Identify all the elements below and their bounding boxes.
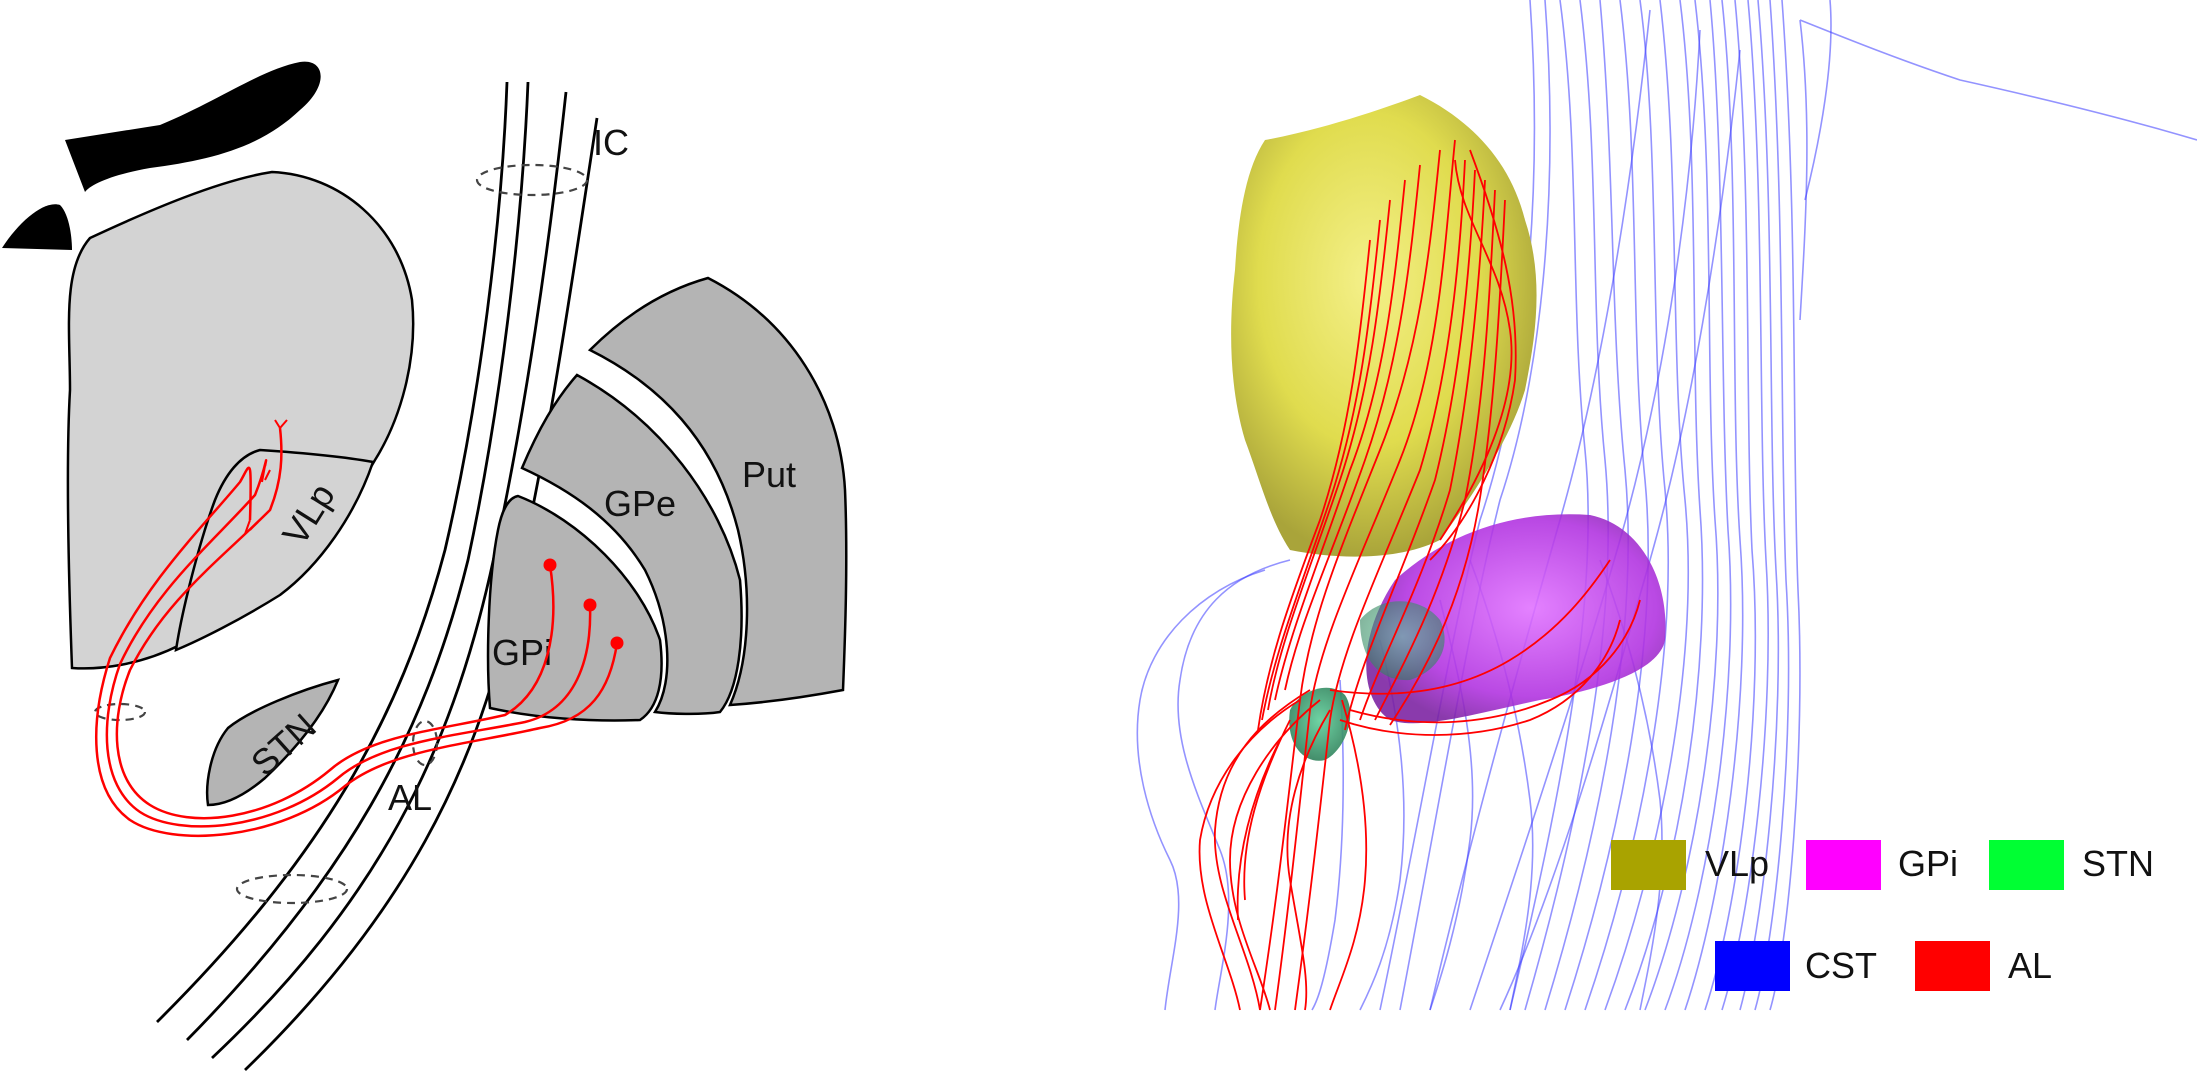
gpe-label: GPe	[604, 483, 676, 524]
legend-label-al: AL	[2008, 945, 2052, 986]
al-label: AL	[388, 777, 432, 818]
ventricle-left	[2, 204, 72, 250]
dashed-ellipses	[93, 163, 589, 905]
al-fiber-endings	[543, 558, 624, 650]
stn-surface	[1289, 687, 1351, 761]
putamen-nucleus	[587, 276, 848, 707]
gpe-nucleus	[520, 373, 743, 716]
ventricle-upper	[65, 61, 321, 193]
legend-item-cst: CST	[1715, 941, 1877, 991]
legend-item-vlp: VLp	[1611, 840, 1769, 890]
legend-label-gpi: GPi	[1898, 843, 1958, 884]
legend-item-stn: STN	[1989, 840, 2154, 890]
vlp-surface	[1231, 95, 1537, 557]
gpi-nucleus	[486, 494, 663, 722]
schematic-panel: VLp STN IC GPi GPe Put AL	[2, 61, 848, 1072]
putamen-label: Put	[742, 454, 796, 495]
legend-label-cst: CST	[1805, 945, 1877, 986]
legend: VLp GPi STN CST AL	[1611, 840, 2154, 991]
tractography-panel: VLp GPi STN CST AL	[1136, 0, 2197, 1011]
legend-label-vlp: VLp	[1705, 843, 1769, 884]
legend-item-al: AL	[1915, 941, 2052, 991]
legend-swatch-gpi	[1806, 840, 1881, 890]
legend-swatch-al	[1915, 941, 1990, 991]
internal-capsule	[156, 81, 599, 1072]
legend-item-gpi: GPi	[1806, 840, 1958, 890]
legend-swatch-vlp	[1611, 840, 1686, 890]
legend-swatch-stn	[1989, 840, 2064, 890]
al-fiber-branches	[244, 419, 288, 535]
legend-label-stn: STN	[2082, 843, 2154, 884]
al-fibers	[95, 427, 619, 838]
gpi-label: GPi	[492, 632, 552, 673]
stn-nucleus	[205, 678, 341, 807]
legend-swatch-cst	[1715, 941, 1790, 991]
ic-label: IC	[593, 122, 629, 163]
gpi-surface	[1366, 514, 1666, 724]
al-tracts	[1198, 139, 1641, 1011]
